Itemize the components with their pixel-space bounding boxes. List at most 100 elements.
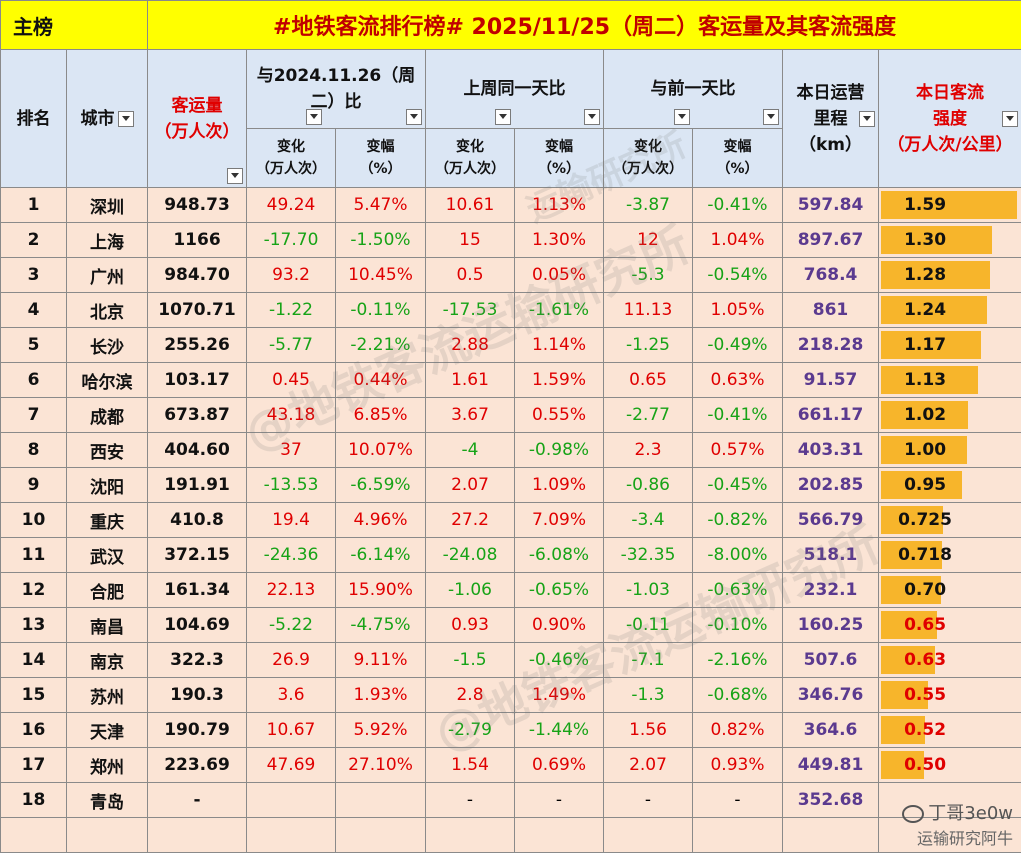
filter-dropdown-icon[interactable] [306,109,322,125]
table-row: 6 哈尔滨 103.17 0.45 0.44% 1.61 1.59% 0.65 0.63% 91.… [0,362,1021,398]
intensity-bar [881,646,935,674]
intensity-value: 1.30 [904,230,947,250]
cell-intensity: 0.95 [877,467,1021,503]
table-row: 11 武汉 372.15 -24.36 -6.14% -24.08 -6.08% -32.35… [0,537,1021,573]
cell-wk-pct: 1.13% [514,187,604,223]
cell-wk-pct: 0.69% [514,747,604,783]
cell-day-chg: 0.65 [603,362,693,398]
filter-dropdown-icon[interactable] [495,109,511,125]
cell-rank: 3 [0,257,67,293]
cell-intensity: 1.28 [877,257,1021,293]
header-rank: 排名 [0,49,67,188]
cell-volume: 190.3 [147,677,247,713]
intensity-value: 0.65 [904,615,947,635]
filter-dropdown-icon[interactable] [584,109,600,125]
cell-yoy-pct: 10.07% [335,432,426,468]
table-row: 3 广州 984.70 93.2 10.45% 0.5 0.05% -5.3 -0.54% 768… [0,257,1021,293]
cell-intensity: 0.718 [877,537,1021,573]
intensity-value: 0.70 [904,580,947,600]
intensity-bar [881,261,990,289]
header-yoy: 与2024.11.26（周 二）比 [246,49,426,129]
cell-day-pct: -2.16% [692,642,783,678]
header-day-change: 变化 （万人次） [603,128,693,188]
cell-volume: - [147,782,247,818]
header-week-pct: 变幅 （%） [514,128,604,188]
cell-wk-pct: 1.49% [514,677,604,713]
cell-volume: 190.79 [147,712,247,748]
cell-wk-pct: -1.44% [514,712,604,748]
cell-volume: 404.60 [147,432,247,468]
cell-yoy-pct: -4.75% [335,607,426,643]
cell-km: 352.68 [782,782,879,818]
cell-rank: 1 [0,187,67,223]
cell-yoy-pct: 27.10% [335,747,426,783]
cell-yoy-pct: 0.44% [335,362,426,398]
cell-km: 232.1 [782,572,879,608]
cell-volume: 1070.71 [147,292,247,328]
cell-wk-chg: - [425,782,515,818]
cell-rank: 10 [0,502,67,538]
cell-wk-pct: 1.59% [514,362,604,398]
cell-city: 上海 [66,222,148,258]
cell-yoy-chg [246,782,336,818]
cell-volume: 984.70 [147,257,247,293]
cell-yoy-pct: 10.45% [335,257,426,293]
cell-wk-pct: 0.90% [514,607,604,643]
intensity-bar [881,541,942,569]
intensity-value: 0.55 [904,685,947,705]
header-km: 本日运营 里程 （km） [782,49,879,188]
intensity-bar [881,506,943,534]
cell-yoy-chg: -5.22 [246,607,336,643]
cell-day-chg: 2.07 [603,747,693,783]
cell-day-pct: -0.63% [692,572,783,608]
cell-city: 合肥 [66,572,148,608]
cell-day-chg: -1.25 [603,327,693,363]
cell-yoy-chg: 49.24 [246,187,336,223]
filter-dropdown-icon[interactable] [1002,111,1019,127]
cell-intensity: 0.52 [877,712,1021,748]
intensity-value: 1.02 [904,405,947,425]
empty-row [0,817,1021,853]
filter-dropdown-icon[interactable] [763,109,779,125]
cell-day-chg: -2.77 [603,397,693,433]
cell-volume: 223.69 [147,747,247,783]
cell-city: 南昌 [66,607,148,643]
intensity-value: 0.50 [904,755,947,775]
table-row: 16 天津 190.79 10.67 5.92% -2.79 -1.44% 1.56 0.82%… [0,712,1021,748]
cell-intensity: 0.70 [877,572,1021,608]
cell-volume: 372.15 [147,537,247,573]
filter-dropdown-icon[interactable] [117,110,134,127]
cell-yoy-pct: 6.85% [335,397,426,433]
cell-city: 天津 [66,712,148,748]
cell-city: 青岛 [66,782,148,818]
cell-rank: 16 [0,712,67,748]
cell-km: 364.6 [782,712,879,748]
cell-wk-chg: 0.5 [425,257,515,293]
table-row: 1 深圳 948.73 49.24 5.47% 10.61 1.13% -3.87 -0.41%… [0,187,1021,223]
table-row: 15 苏州 190.3 3.6 1.93% 2.8 1.49% -1.3 -0.68% 346.7… [0,677,1021,713]
header-prev-day: 与前一天比 [603,49,783,129]
cell-volume: 104.69 [147,607,247,643]
cell-km: 160.25 [782,607,879,643]
filter-dropdown-icon[interactable] [674,109,690,125]
header-week-change: 变化 （万人次） [425,128,515,188]
cell-wk-pct: -1.61% [514,292,604,328]
cell-day-pct: -0.54% [692,257,783,293]
table-row: 7 成都 673.87 43.18 6.85% 3.67 0.55% -2.77 -0.41% 6… [0,397,1021,433]
cell-rank: 2 [0,222,67,258]
cell-km: 403.31 [782,432,879,468]
cell-city: 北京 [66,292,148,328]
cell-rank: 5 [0,327,67,363]
cell-yoy-chg: 47.69 [246,747,336,783]
cell-day-pct: 1.04% [692,222,783,258]
filter-dropdown-icon[interactable] [406,109,422,125]
cell-day-chg: 1.56 [603,712,693,748]
filter-dropdown-icon[interactable] [227,168,243,184]
empty-cell [147,817,247,853]
cell-city: 武汉 [66,537,148,573]
intensity-bar [881,751,924,779]
cell-city: 广州 [66,257,148,293]
filter-dropdown-icon[interactable] [859,111,875,127]
cell-wk-pct: 1.30% [514,222,604,258]
cell-volume: 673.87 [147,397,247,433]
